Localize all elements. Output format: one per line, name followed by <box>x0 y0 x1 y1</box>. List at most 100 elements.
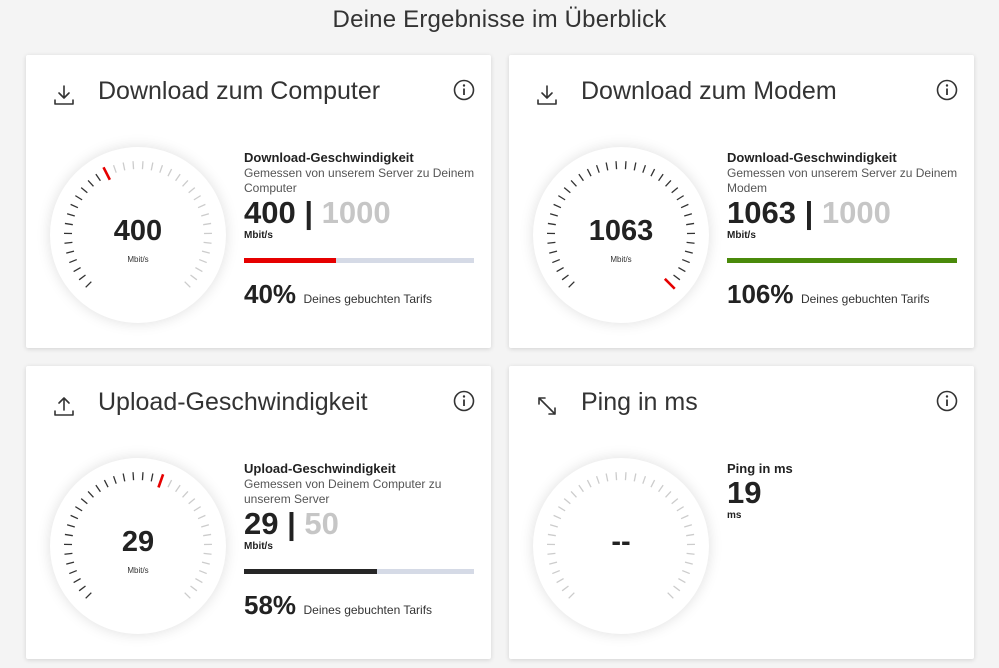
gauge-tick <box>201 561 210 565</box>
gauge-tick <box>64 222 73 226</box>
progress-bar-fill <box>727 258 957 263</box>
gauge-tick <box>557 506 566 512</box>
gauge-tick <box>197 203 206 209</box>
gauge-tick <box>141 472 144 481</box>
gauge-tick <box>66 250 75 254</box>
gauge-tick <box>595 164 600 173</box>
gauge-tick <box>69 569 77 575</box>
gauge-tick <box>150 473 154 482</box>
gauge-tick <box>684 213 693 217</box>
gauge-tick <box>557 195 566 201</box>
gauge-tick <box>552 569 560 575</box>
gauge-tick <box>190 585 198 592</box>
stat-heading: Ping in ms <box>727 461 793 476</box>
gauge-tick <box>650 168 656 177</box>
card-download-modem: Download zum Modem 1063 Mbit/s Download-… <box>509 55 974 348</box>
gauge-tick <box>78 274 86 281</box>
gauge-tick <box>684 561 693 565</box>
gauge-tick <box>549 561 558 565</box>
gauge-tick <box>678 267 686 273</box>
gauge-tick <box>624 161 627 170</box>
progress-bar <box>727 258 957 263</box>
gauge-tick <box>70 203 79 209</box>
gauge-tick <box>556 578 564 584</box>
gauge-tick <box>201 250 210 254</box>
gauge-tick <box>80 498 88 505</box>
percent-label: Deines gebuchten Tarifs <box>303 603 433 617</box>
speed-gauge: 1063 Mbit/s <box>533 147 709 323</box>
speed-stats: Download-Geschwindigkeit Gemessen von un… <box>244 150 476 310</box>
gauge-tick <box>203 222 212 226</box>
gauge-tick <box>578 484 584 493</box>
card-ping: Ping in ms -- Ping in ms 19 ms <box>509 366 974 659</box>
gauge-tick <box>85 281 92 288</box>
stat-heading: Download-Geschwindigkeit <box>244 150 414 165</box>
gauge-tick <box>671 498 679 505</box>
gauge-tick <box>676 506 685 512</box>
gauge-tick <box>684 250 693 254</box>
gauge-tick <box>665 490 672 498</box>
gauge-tick <box>684 524 693 528</box>
gauge-tick <box>578 173 584 182</box>
gauge-value: 400 <box>113 215 163 247</box>
page-title: Deine Ergebnisse im Überblick <box>332 6 667 33</box>
gauge-tick <box>203 533 212 537</box>
gauge-tick <box>682 258 690 264</box>
gauge-tick <box>167 168 173 177</box>
gauge-tick <box>605 473 609 482</box>
progress-bar-fill <box>244 569 378 574</box>
stat-heading: Upload-Geschwindigkeit <box>244 461 396 476</box>
gauge-tick <box>553 514 562 520</box>
gauge-tick <box>132 472 135 481</box>
gauge-tick <box>568 281 575 288</box>
gauge-tick <box>159 164 164 173</box>
gauge-tick <box>549 524 558 528</box>
gauge-tick <box>199 569 207 575</box>
speed-unit: Mbit/s <box>244 541 273 552</box>
gauge-tick <box>74 195 83 201</box>
percent-value: 58% <box>244 590 297 620</box>
percent-label: Deines gebuchten Tarifs <box>303 292 433 306</box>
measured-speed: 1063 <box>727 195 796 230</box>
gauge-tick <box>203 241 212 244</box>
gauge-tick <box>199 258 207 264</box>
gauge-tick <box>547 222 556 226</box>
gauge-tick <box>553 203 562 209</box>
ping-value: 19 <box>727 475 762 510</box>
booked-speed: 50 <box>304 506 339 541</box>
info-icon[interactable] <box>453 79 475 101</box>
info-icon[interactable] <box>936 390 958 412</box>
gauge-tick <box>184 281 191 288</box>
gauge-tick <box>175 173 181 182</box>
speed-gauge: 400 Mbit/s <box>50 147 226 323</box>
gauge-tick <box>650 479 656 488</box>
gauge-tick <box>682 569 690 575</box>
info-icon[interactable] <box>453 390 475 412</box>
gauge-tick <box>642 164 647 173</box>
gauge-tick <box>547 533 556 537</box>
card-upload: Upload-Geschwindigkeit 29 Mbit/s Upload-… <box>26 366 491 659</box>
gauge-tick <box>190 274 198 281</box>
gauge-tick <box>633 473 637 482</box>
gauge-tick <box>184 592 191 599</box>
gauge-tick <box>66 213 75 217</box>
gauge-tick <box>112 164 117 173</box>
info-icon[interactable] <box>936 79 958 101</box>
gauge-tick <box>686 533 695 537</box>
gauge-tick <box>568 592 575 599</box>
progress-bar-fill <box>244 258 336 263</box>
gauge-tick <box>74 506 83 512</box>
gauge-tick <box>549 250 558 254</box>
gauge-tick <box>552 258 560 264</box>
speed-stats: Upload-Geschwindigkeit Gemessen von Dein… <box>244 461 476 621</box>
gauge-tick <box>182 490 189 498</box>
gauge-tick <box>95 173 101 182</box>
gauge-tick <box>586 479 592 488</box>
gauge-tick <box>175 484 181 493</box>
gauge-tick <box>193 506 202 512</box>
download-icon <box>535 83 559 107</box>
stat-subtext: Gemessen von unserem Server zu Deinem Co… <box>244 166 475 195</box>
gauge-tick <box>201 213 210 217</box>
booked-speed: 1000 <box>821 195 891 230</box>
tariff-percent: 58% Deines gebuchten Tarifs <box>244 590 476 621</box>
